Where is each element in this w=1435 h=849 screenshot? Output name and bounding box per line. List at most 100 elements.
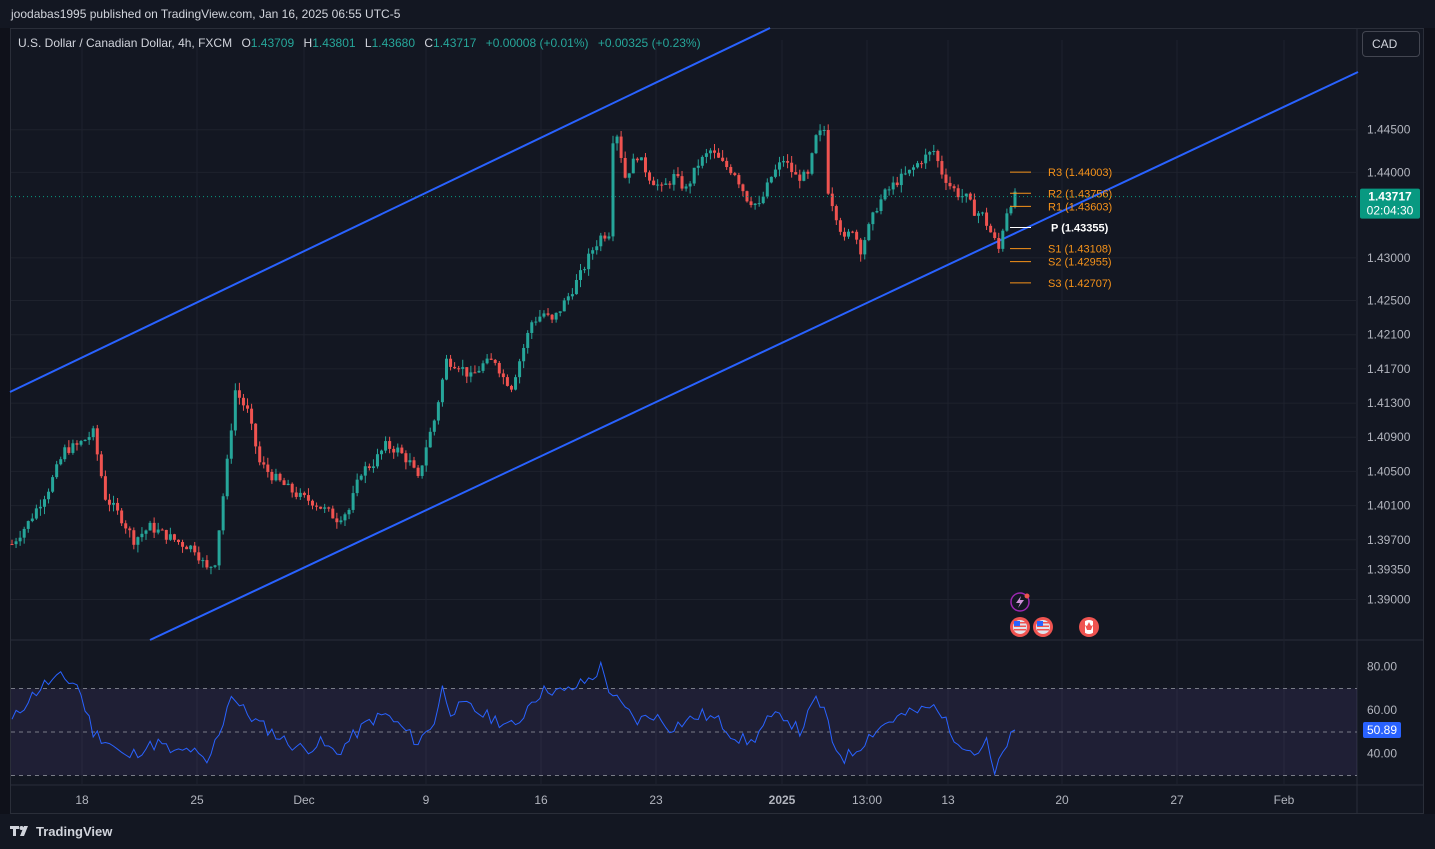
candle bbox=[449, 354, 453, 371]
candle-body bbox=[197, 552, 201, 561]
candle-body bbox=[700, 156, 704, 166]
tradingview-logo[interactable]: TradingView bbox=[10, 823, 112, 839]
symbol-title: U.S. Dollar / Canadian Dollar, 4h, FXCM bbox=[18, 36, 233, 50]
candle bbox=[160, 528, 164, 531]
candle-body bbox=[911, 167, 915, 170]
candle-body bbox=[952, 186, 956, 189]
candle bbox=[107, 493, 111, 512]
candle bbox=[95, 424, 99, 461]
candle bbox=[327, 506, 331, 512]
candle-body bbox=[741, 184, 745, 192]
candle bbox=[526, 330, 530, 354]
candle bbox=[530, 320, 534, 339]
candle-body bbox=[562, 300, 566, 312]
candle-body bbox=[124, 523, 128, 529]
candle bbox=[700, 155, 704, 169]
candle-body bbox=[505, 377, 509, 386]
currency-button[interactable]: CAD bbox=[1362, 31, 1420, 57]
candle bbox=[546, 308, 550, 317]
candle-body bbox=[493, 359, 497, 363]
candle-body bbox=[648, 172, 652, 181]
candle bbox=[298, 488, 302, 500]
candle bbox=[274, 468, 278, 482]
time-tick-label: 25 bbox=[190, 793, 204, 807]
candle-body bbox=[59, 459, 63, 465]
candle-body bbox=[501, 373, 505, 378]
candle-body bbox=[221, 496, 225, 531]
price-tick-label: 1.42100 bbox=[1367, 328, 1411, 342]
candle-body bbox=[420, 465, 424, 476]
candle bbox=[185, 545, 189, 550]
tradingview-logo-text: TradingView bbox=[36, 823, 113, 839]
channel-upper-line bbox=[9, 27, 771, 393]
candle-body bbox=[603, 235, 607, 239]
candle bbox=[250, 403, 254, 431]
candle-body bbox=[278, 473, 282, 481]
candle bbox=[75, 440, 79, 451]
pivot-label-s2: S2 (1.42955) bbox=[1048, 257, 1112, 269]
candle bbox=[875, 207, 879, 214]
candle-body bbox=[753, 203, 757, 206]
candle-body bbox=[246, 405, 250, 409]
candle-body bbox=[932, 151, 936, 153]
candle-body bbox=[168, 534, 172, 540]
candle-body bbox=[818, 130, 822, 136]
candle bbox=[132, 527, 136, 550]
candle bbox=[51, 474, 55, 493]
time-tick-label: 13 bbox=[941, 793, 955, 807]
candle-body bbox=[254, 423, 258, 447]
lightning-icon-bolt bbox=[1016, 596, 1024, 608]
candle-body bbox=[140, 533, 144, 538]
candle bbox=[956, 184, 960, 201]
price-tick-label: 1.40100 bbox=[1367, 499, 1411, 513]
countdown-value: 02:04:30 bbox=[1367, 204, 1414, 218]
candle-body bbox=[213, 565, 217, 567]
candle-body bbox=[87, 437, 91, 440]
candle-body bbox=[749, 201, 753, 206]
candle bbox=[136, 536, 140, 553]
price-tick-label: 1.44500 bbox=[1367, 123, 1411, 137]
candle bbox=[396, 443, 400, 457]
candle bbox=[782, 156, 786, 167]
candle-body bbox=[14, 541, 18, 545]
candle bbox=[591, 247, 595, 260]
candle bbox=[680, 170, 684, 191]
candle-body bbox=[696, 165, 700, 168]
candle bbox=[729, 164, 733, 176]
candle-body bbox=[99, 454, 103, 477]
candle bbox=[631, 153, 635, 174]
candle bbox=[164, 529, 168, 544]
candle-body bbox=[981, 212, 985, 214]
candle bbox=[30, 513, 34, 523]
candle bbox=[814, 134, 818, 155]
candle bbox=[806, 169, 810, 179]
candle-body bbox=[449, 358, 453, 367]
candle-body bbox=[67, 447, 71, 453]
candle-body bbox=[867, 224, 871, 241]
candle bbox=[26, 520, 30, 533]
pivot-label-s3: S3 (1.42707) bbox=[1048, 278, 1112, 290]
rsi-tick-label: 40.00 bbox=[1367, 747, 1397, 761]
tradingview-logo-icon bbox=[10, 826, 28, 836]
candle bbox=[112, 495, 116, 512]
candle-body bbox=[514, 377, 518, 390]
candle bbox=[254, 423, 258, 454]
candle bbox=[384, 436, 388, 454]
candle-body bbox=[217, 530, 221, 566]
candle-body bbox=[782, 161, 786, 163]
candle bbox=[976, 211, 980, 224]
published-info: joodabas1995 published on TradingView.co… bbox=[11, 7, 401, 21]
candle bbox=[489, 353, 493, 361]
candle bbox=[1001, 228, 1005, 252]
candle-body bbox=[822, 129, 826, 131]
candle bbox=[834, 204, 838, 225]
candle-body bbox=[928, 151, 932, 155]
candle bbox=[717, 148, 721, 159]
candle bbox=[566, 292, 570, 305]
chart-frame[interactable] bbox=[10, 28, 1424, 814]
candle-body bbox=[944, 174, 948, 183]
candle bbox=[777, 156, 781, 177]
candle bbox=[790, 155, 794, 178]
candle-body bbox=[777, 162, 781, 170]
